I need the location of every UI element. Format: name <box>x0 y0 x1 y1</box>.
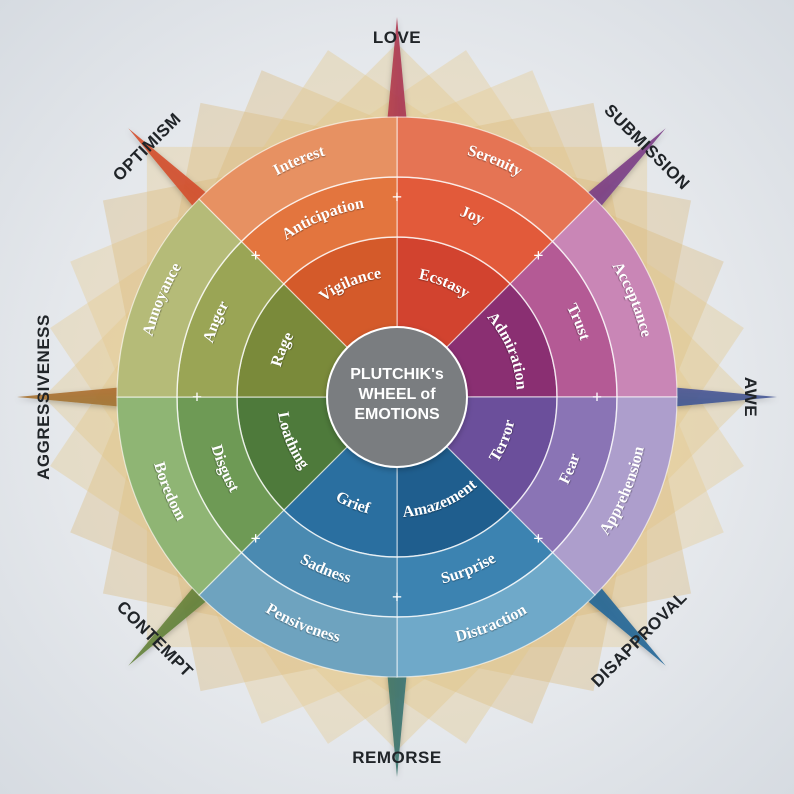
plus-optimism: + <box>250 246 260 266</box>
plus-disapproval: + <box>533 528 543 548</box>
dyad-label-awe: AWE <box>741 377 760 417</box>
plus-love: + <box>392 187 402 207</box>
center-title-line: WHEEL of <box>358 386 436 403</box>
dyad-label-remorse: REMORSE <box>352 748 441 767</box>
wheel-center: PLUTCHIK's WHEEL of EMOTIONS <box>327 327 467 467</box>
plutchik-wheel: ++++++++ EcstasyJoySerenityAdmirationTru… <box>0 0 794 794</box>
center-title-line: PLUTCHIK's <box>350 366 444 383</box>
plus-contempt: + <box>250 528 260 548</box>
dyad-label-aggressiveness: AGGRESSIVENESS <box>34 314 53 480</box>
plus-awe: + <box>592 387 602 407</box>
dyad-label-love: LOVE <box>373 28 421 47</box>
center-title-line: EMOTIONS <box>354 406 440 423</box>
plus-aggressiveness: + <box>192 387 202 407</box>
plus-remorse: + <box>392 587 402 607</box>
plus-submission: + <box>533 246 543 266</box>
